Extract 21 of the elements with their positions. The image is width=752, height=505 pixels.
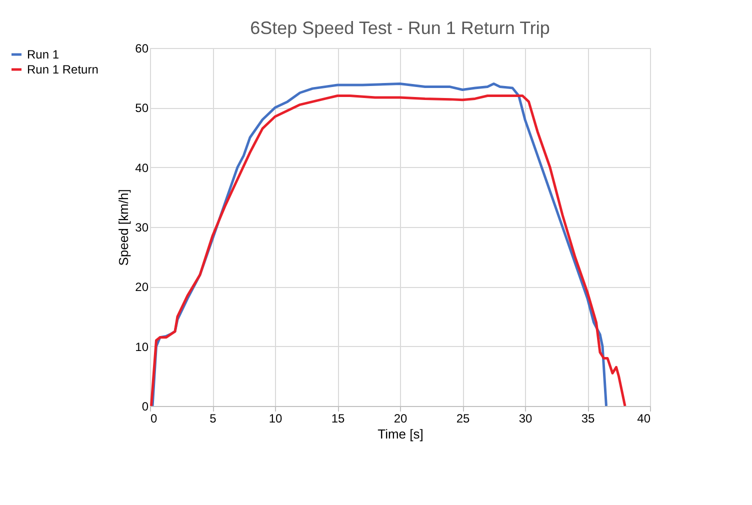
- x-tick-label: 30: [518, 412, 532, 426]
- legend-label: Run 1: [27, 48, 60, 62]
- y-tick-label: 0: [142, 400, 149, 414]
- x-tick-label: 25: [456, 412, 470, 426]
- x-axis-title: Time [s]: [378, 426, 424, 442]
- x-tick-label: 0: [150, 412, 158, 426]
- y-tick-label: 60: [135, 42, 149, 56]
- x-tick-label: 20: [394, 412, 408, 426]
- y-tick-label: 30: [135, 220, 149, 234]
- y-tick-label: 20: [135, 280, 149, 294]
- y-tick-label: 40: [135, 160, 149, 175]
- x-tick-label: 35: [581, 412, 595, 426]
- y-axis-title: Speed [km/h]: [116, 189, 132, 266]
- chart-title: 6Step Speed Test - Run 1 Return Trip: [250, 18, 550, 38]
- x-tick-label: 5: [210, 412, 217, 426]
- legend-label: Run 1 Return: [27, 62, 98, 76]
- y-tick-label: 50: [135, 101, 149, 116]
- x-tick-label: 10: [268, 412, 282, 426]
- x-tick-label: 15: [331, 412, 345, 426]
- y-tick-label: 10: [135, 340, 149, 354]
- x-tick-label: 40: [637, 412, 651, 426]
